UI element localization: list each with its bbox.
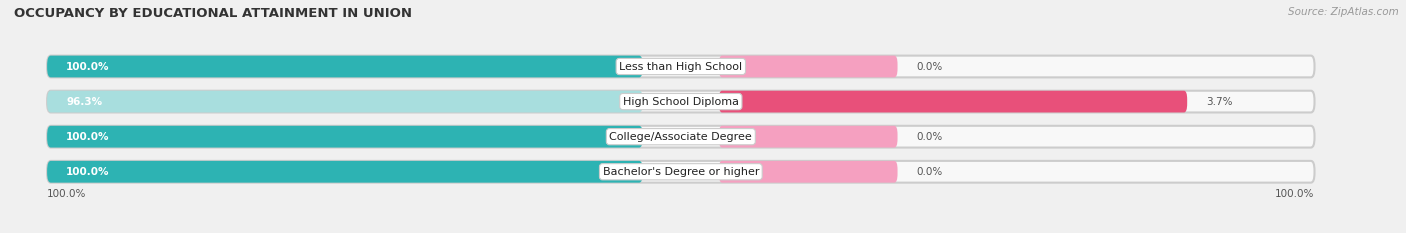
FancyBboxPatch shape [48, 91, 643, 113]
Text: 100.0%: 100.0% [48, 189, 87, 199]
Text: Bachelor's Degree or higher: Bachelor's Degree or higher [603, 167, 759, 177]
FancyBboxPatch shape [718, 56, 897, 77]
FancyBboxPatch shape [718, 126, 897, 147]
Text: 0.0%: 0.0% [917, 167, 943, 177]
Text: College/Associate Degree: College/Associate Degree [609, 132, 752, 142]
Text: 3.7%: 3.7% [1206, 97, 1233, 106]
Text: 100.0%: 100.0% [66, 132, 110, 142]
Text: 96.3%: 96.3% [66, 97, 103, 106]
FancyBboxPatch shape [718, 161, 897, 183]
Text: 100.0%: 100.0% [66, 62, 110, 72]
FancyBboxPatch shape [48, 161, 1315, 183]
Text: Source: ZipAtlas.com: Source: ZipAtlas.com [1288, 7, 1399, 17]
Text: 0.0%: 0.0% [917, 62, 943, 72]
FancyBboxPatch shape [48, 56, 643, 77]
Text: 100.0%: 100.0% [66, 167, 110, 177]
FancyBboxPatch shape [48, 56, 1315, 77]
Text: 100.0%: 100.0% [1275, 189, 1315, 199]
FancyBboxPatch shape [718, 91, 1187, 113]
Text: 0.0%: 0.0% [917, 132, 943, 142]
FancyBboxPatch shape [48, 91, 1315, 113]
Text: High School Diploma: High School Diploma [623, 97, 738, 106]
Text: Less than High School: Less than High School [619, 62, 742, 72]
Text: OCCUPANCY BY EDUCATIONAL ATTAINMENT IN UNION: OCCUPANCY BY EDUCATIONAL ATTAINMENT IN U… [14, 7, 412, 20]
FancyBboxPatch shape [48, 161, 643, 183]
FancyBboxPatch shape [48, 126, 1315, 147]
FancyBboxPatch shape [48, 126, 643, 147]
